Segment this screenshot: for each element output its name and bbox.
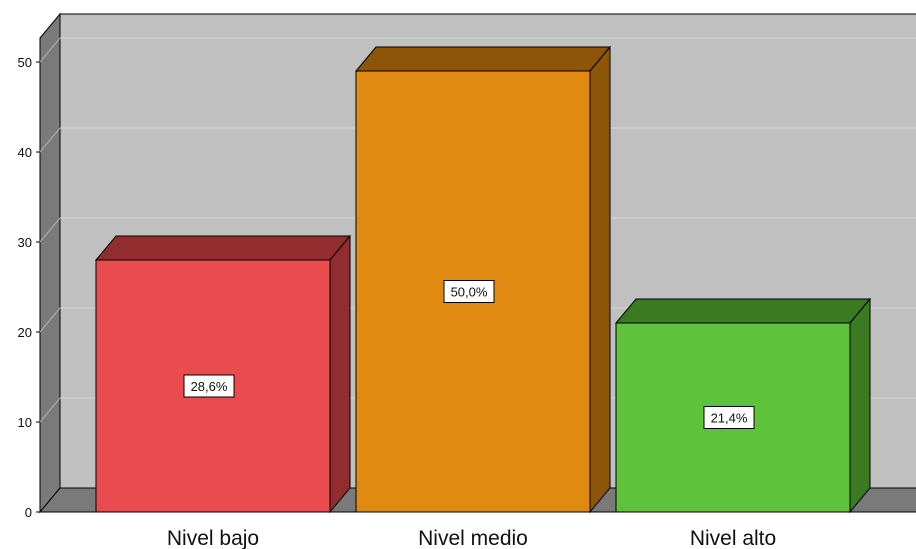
- y-tick-label: 30: [18, 235, 32, 250]
- bar-side: [849, 297, 871, 514]
- bar-top: [614, 298, 872, 324]
- x-category-label: Nivel alto: [690, 527, 776, 549]
- bar-top: [94, 235, 352, 261]
- y-tick-label: 20: [18, 325, 32, 340]
- data-label-box: [443, 280, 495, 303]
- gridline-wall: [39, 127, 61, 153]
- gridline-wall: [39, 307, 61, 333]
- y-tick-label: 10: [18, 415, 32, 430]
- data-label-box: [703, 406, 755, 429]
- y-tick-label: 50: [18, 55, 32, 70]
- x-axis-categories: Nivel bajo Nivel medio Nivel alto: [167, 527, 776, 549]
- data-label: 28,6%: [191, 379, 228, 394]
- left-wall: [39, 12, 61, 514]
- bar-side: [589, 45, 611, 514]
- gridline-wall: [39, 397, 61, 423]
- gridline-wall: [39, 217, 61, 243]
- data-label-box: [183, 374, 235, 398]
- data-label: 21,4%: [711, 411, 748, 426]
- gridline-wall: [39, 37, 61, 63]
- data-labels: 28,6% 50,0% 21,4%: [183, 280, 755, 429]
- data-label: 50,0%: [451, 285, 488, 300]
- x-category-label: Nivel bajo: [167, 527, 259, 549]
- bar-top: [354, 46, 612, 72]
- x-category-label: Nivel medio: [418, 527, 528, 549]
- y-tick-label: 40: [18, 145, 32, 160]
- bar-side: [329, 234, 351, 514]
- y-tick-label: 0: [25, 505, 32, 520]
